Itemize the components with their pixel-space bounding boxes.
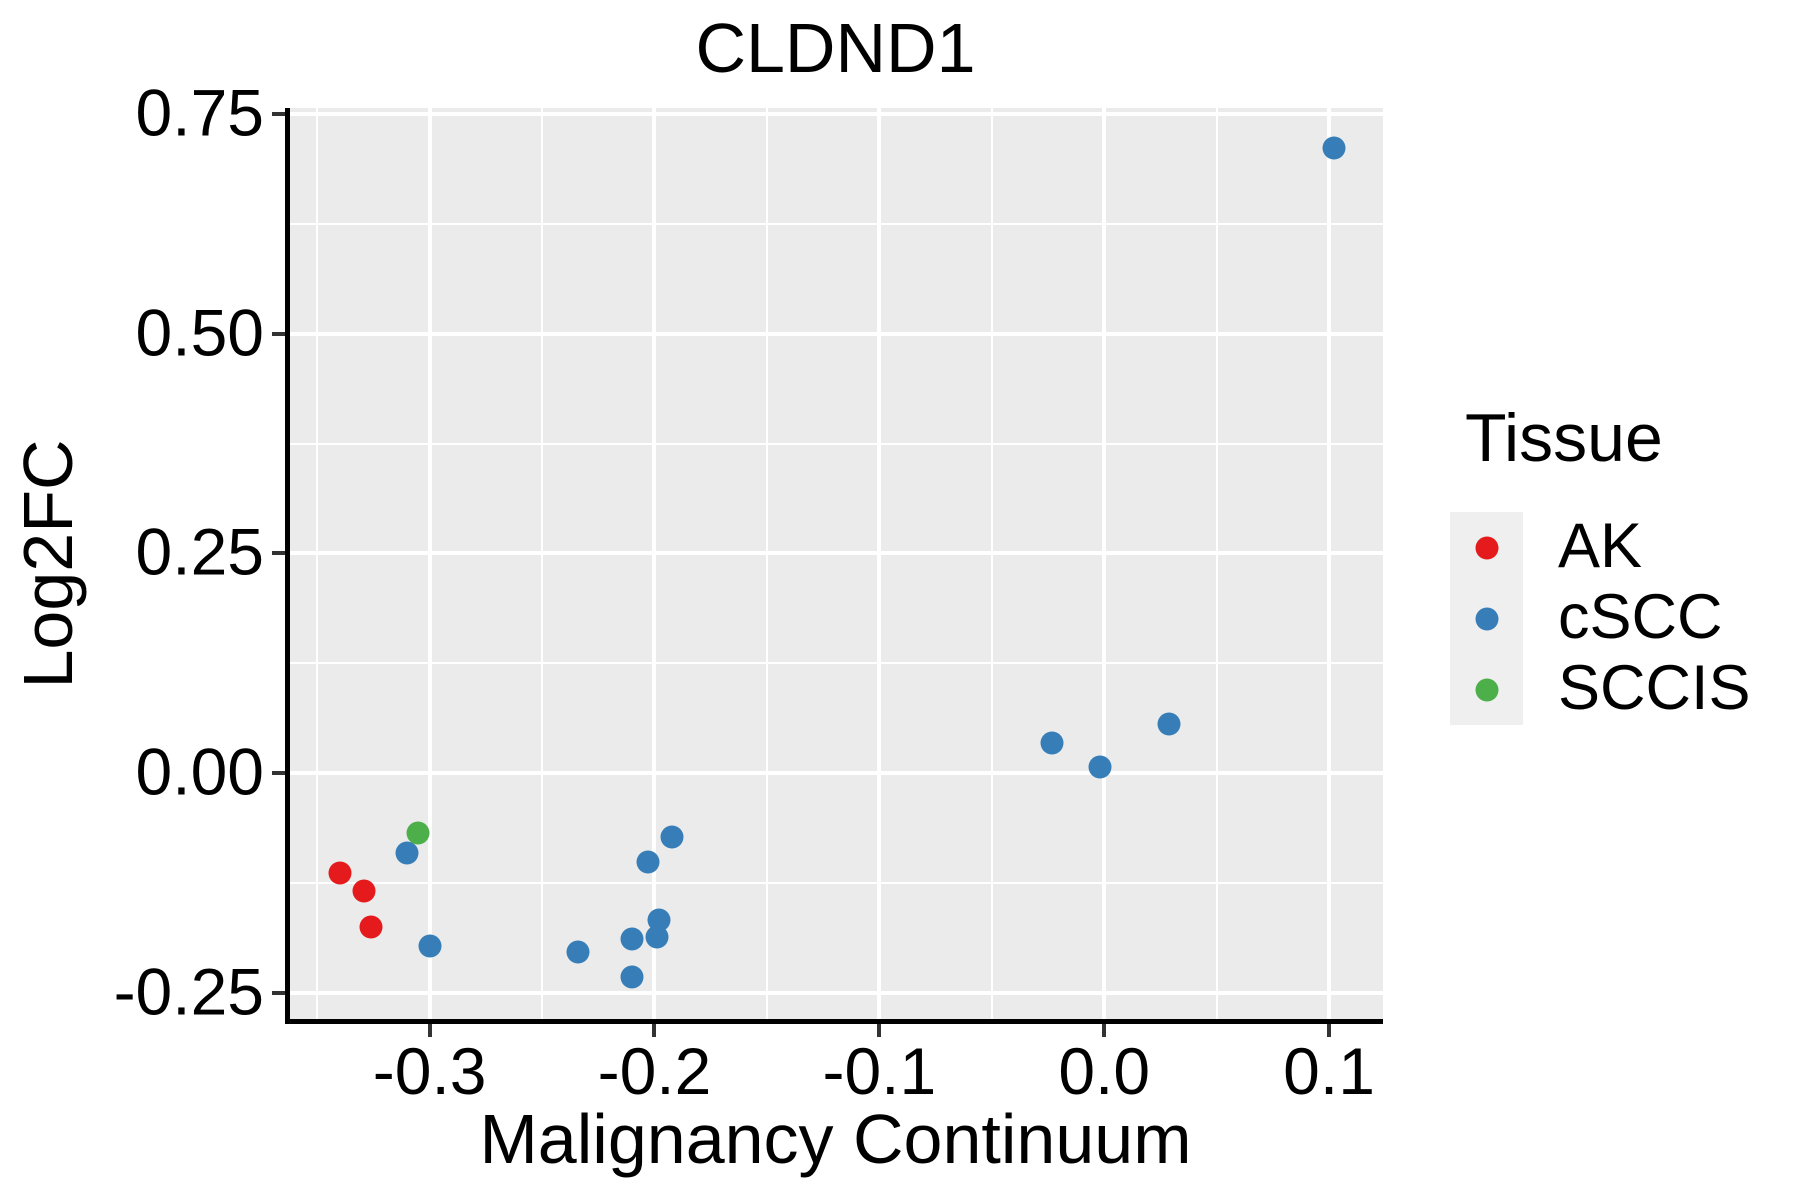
y-tick (272, 551, 285, 556)
legend-key-sccis (1450, 654, 1523, 725)
data-point-cscc (620, 965, 644, 989)
legend-key-ak (1450, 512, 1523, 583)
x-minor-gridline (1215, 108, 1218, 1020)
x-major-gridline (1102, 108, 1107, 1020)
y-minor-gridline (288, 881, 1383, 884)
data-point-sccis (406, 821, 430, 845)
y-tick-label: -0.25 (113, 954, 264, 1029)
x-major-gridline (652, 108, 657, 1020)
y-major-gridline (288, 331, 1383, 336)
legend-row-sccis: SCCIS (1450, 654, 1751, 725)
y-tick-label: 0.50 (135, 295, 264, 370)
y-tick-label: 0.75 (135, 75, 264, 150)
x-tick-label: 0.1 (1283, 1034, 1375, 1108)
data-point-cscc (1157, 712, 1181, 736)
data-point-cscc (1322, 136, 1346, 160)
legend-dot-ak (1475, 536, 1499, 559)
data-point-cscc (566, 940, 590, 964)
data-point-cscc (636, 850, 660, 874)
legend-key-cscc (1450, 583, 1523, 654)
y-major-gridline (288, 551, 1383, 556)
legend: Tissue AK cSCC SCCIS (1450, 400, 1751, 725)
y-minor-gridline (288, 662, 1383, 665)
x-minor-gridline (316, 108, 319, 1020)
plot-panel (288, 108, 1383, 1020)
x-axis-line (285, 1019, 1383, 1024)
plot-title: CLDND1 (695, 9, 976, 87)
y-tick-label: 0.00 (135, 734, 264, 809)
y-major-gridline (288, 771, 1383, 776)
legend-dot-sccis (1475, 678, 1499, 701)
data-point-cscc (620, 927, 644, 951)
data-point-cscc (1088, 755, 1112, 779)
y-minor-gridline (288, 442, 1383, 445)
y-tick (272, 331, 285, 336)
x-major-gridline (877, 108, 882, 1020)
data-point-cscc (1040, 731, 1064, 755)
x-tick-label: -0.1 (822, 1034, 937, 1108)
y-tick (272, 771, 285, 776)
x-tick (1102, 1024, 1107, 1037)
y-tick (272, 990, 285, 995)
legend-row-ak: AK (1450, 512, 1663, 583)
x-tick (1327, 1024, 1332, 1037)
legend-label-cscc: cSCC (1558, 581, 1723, 652)
legend-items: AK cSCC SCCIS (1450, 512, 1751, 725)
y-major-gridline (288, 112, 1383, 117)
x-tick-label: -0.3 (372, 1034, 487, 1108)
data-point-cscc (660, 825, 684, 849)
x-tick (652, 1024, 657, 1037)
data-point-cscc (395, 841, 419, 865)
x-tick (877, 1024, 882, 1037)
data-point-ak (352, 879, 376, 903)
y-major-gridline (288, 990, 1383, 995)
data-point-ak (359, 915, 383, 939)
x-minor-gridline (990, 108, 993, 1020)
legend-dot-cscc (1475, 607, 1499, 630)
data-point-cscc (645, 925, 669, 949)
data-point-ak (328, 861, 352, 885)
y-minor-gridline (288, 222, 1383, 225)
legend-title: Tissue (1465, 400, 1663, 476)
y-tick-label: 0.25 (135, 515, 264, 590)
legend-label-ak: AK (1558, 510, 1643, 581)
y-tick (272, 112, 285, 117)
y-axis-title: Log2FC (9, 439, 87, 689)
y-axis-line (285, 108, 290, 1023)
legend-row-cscc: cSCC (1450, 583, 1723, 654)
x-axis-title: Malignancy Continuum (479, 1100, 1192, 1178)
legend-label-sccis: SCCIS (1558, 652, 1751, 723)
x-major-gridline (1327, 108, 1332, 1020)
x-tick-label: -0.2 (597, 1034, 712, 1108)
x-minor-gridline (541, 108, 544, 1020)
x-tick (427, 1024, 432, 1037)
x-minor-gridline (765, 108, 768, 1020)
x-major-gridline (427, 108, 432, 1020)
data-point-cscc (418, 934, 442, 958)
x-tick-label: 0.0 (1058, 1034, 1151, 1108)
